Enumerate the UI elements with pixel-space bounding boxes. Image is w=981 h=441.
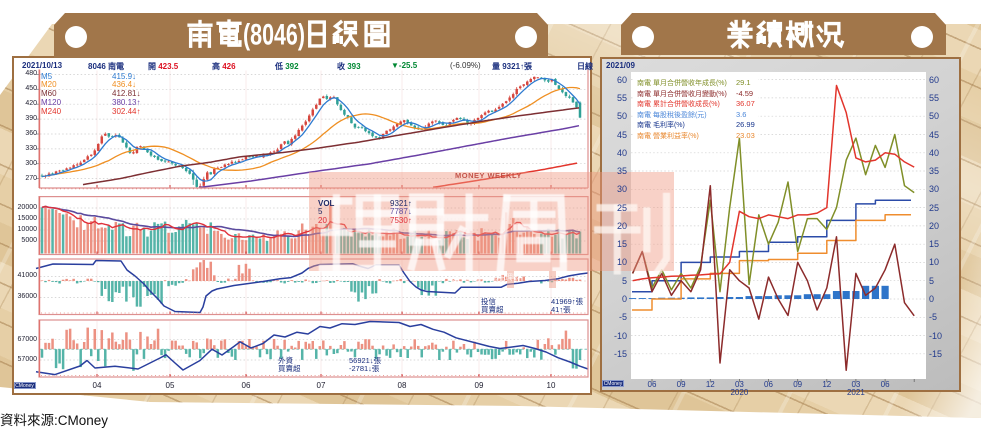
svg-text:(8046): (8046) [243,19,305,52]
